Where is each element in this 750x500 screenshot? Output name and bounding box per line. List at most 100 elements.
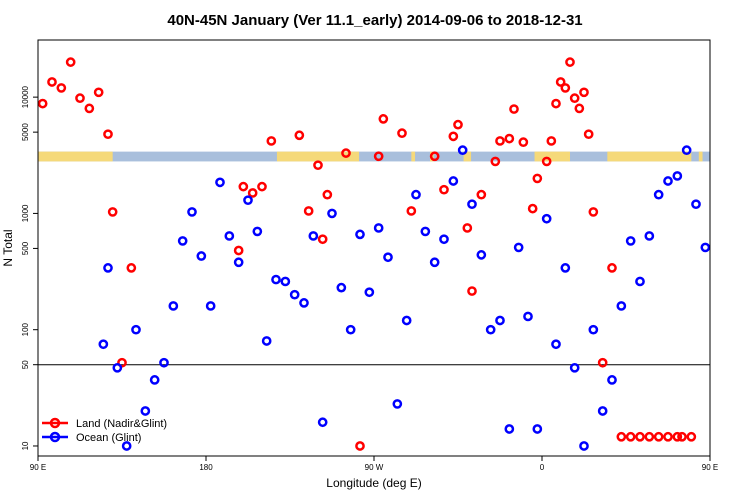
land-point <box>551 98 561 109</box>
ocean-point <box>103 263 113 273</box>
y-tick-label: 1000 <box>21 204 30 222</box>
ocean-point <box>672 171 683 181</box>
land-point <box>644 431 655 442</box>
chart-title: 40N-45N January (Ver 11.1_early) 2014-09… <box>167 12 582 29</box>
ocean-point <box>112 362 123 373</box>
x-tick-label: 90 E <box>30 463 46 472</box>
ocean-point <box>616 301 627 311</box>
land-point <box>546 136 557 146</box>
ocean-point <box>411 189 421 200</box>
y-axis-label: N Total <box>1 229 15 266</box>
ocean-point <box>485 324 496 335</box>
y-tick-label: 500 <box>21 241 30 255</box>
land-point <box>322 189 333 200</box>
ocean-point <box>299 298 309 308</box>
y-ticks: 10 50 100 500 1000 5000 10000 <box>21 85 38 450</box>
land-point <box>588 207 599 217</box>
land-point <box>373 151 384 162</box>
ocean-point <box>607 375 617 385</box>
land-point <box>117 357 127 368</box>
land-point <box>247 188 258 198</box>
ocean-point <box>513 242 524 253</box>
land-series <box>37 57 697 451</box>
land-point <box>527 203 538 214</box>
land-point <box>47 77 57 87</box>
legend-ocean-marker <box>49 431 61 443</box>
land-point <box>625 431 636 442</box>
ocean-point <box>523 311 533 322</box>
ocean-point <box>569 362 580 373</box>
land-point <box>541 156 552 167</box>
ocean-point <box>495 315 505 326</box>
ocean-point <box>308 231 319 241</box>
x-ticks: 90 E 180 90 W 0 90 E <box>30 456 718 472</box>
land-point <box>317 234 328 245</box>
ocean-point <box>541 213 552 224</box>
land-point <box>518 137 529 148</box>
ocean-point <box>691 199 701 210</box>
ocean-point <box>280 276 291 287</box>
land-point <box>103 129 113 140</box>
land-point <box>560 83 571 93</box>
ocean-point <box>252 226 263 237</box>
ocean-point <box>663 176 673 186</box>
x-tick-label: 90 E <box>702 463 718 472</box>
ocean-point <box>476 250 487 260</box>
legend: Land (Nadir&Glint) Ocean (Glint) <box>42 417 167 444</box>
land-point <box>107 207 118 217</box>
band-land-segment <box>698 151 703 162</box>
ocean-point <box>644 231 655 241</box>
ocean-point <box>560 263 571 273</box>
ocean-point <box>215 177 225 188</box>
ocean-point <box>597 406 608 416</box>
land-point <box>56 83 67 93</box>
ocean-point <box>653 189 664 200</box>
land-point <box>490 156 501 167</box>
band-land-segment <box>276 151 360 162</box>
ocean-point <box>364 287 375 298</box>
band-land-segment <box>411 151 416 162</box>
ocean-point <box>457 145 468 156</box>
x-tick-label: 90 W <box>365 463 384 472</box>
ocean-point <box>504 424 515 434</box>
land-point <box>37 98 48 109</box>
land-point <box>397 128 407 139</box>
ocean-point <box>355 229 365 240</box>
legend-land-marker <box>49 417 61 429</box>
ocean-point <box>429 257 440 268</box>
land-point <box>672 431 683 442</box>
land-point <box>509 104 519 114</box>
land-point <box>532 173 543 184</box>
ocean-point <box>700 242 711 253</box>
land-point <box>313 160 323 171</box>
ocean-point <box>383 252 393 263</box>
land-point <box>406 206 417 216</box>
land-point <box>579 87 589 98</box>
land-point <box>476 189 487 200</box>
land-point <box>686 431 697 442</box>
y-tick-label: 10 <box>21 441 30 450</box>
ocean-point <box>467 199 477 210</box>
land-point <box>467 286 477 296</box>
ocean-point <box>401 315 412 326</box>
ocean-point <box>681 145 692 156</box>
y-tick-label: 100 <box>21 322 30 336</box>
land-point <box>635 431 645 442</box>
land-point <box>257 181 267 192</box>
ocean-point <box>261 336 272 346</box>
ocean-point <box>98 339 109 350</box>
land-point <box>616 431 627 442</box>
ocean-point <box>588 324 599 335</box>
y-tick-label: 5000 <box>21 123 30 141</box>
land-point <box>574 103 585 114</box>
ocean-series <box>98 145 711 451</box>
ocean-point <box>532 424 543 434</box>
ocean-point <box>196 251 207 261</box>
land-point <box>504 133 515 144</box>
ocean-point <box>224 231 235 241</box>
land-point <box>453 119 463 130</box>
ocean-point <box>579 441 589 451</box>
ocean-point <box>177 236 188 246</box>
ocean-point <box>140 406 151 416</box>
